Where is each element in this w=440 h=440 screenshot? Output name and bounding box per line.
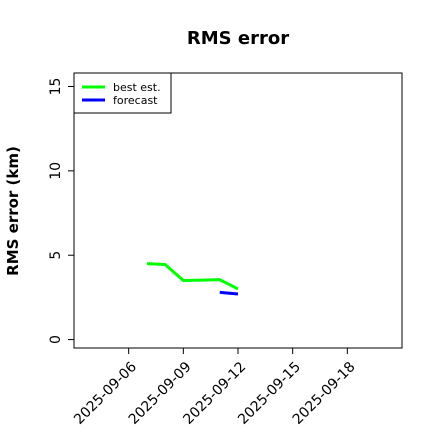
plot-area <box>73 72 403 349</box>
chart-title: RMS error <box>187 28 289 49</box>
y-tick-label: 0 <box>48 335 64 344</box>
series-layer <box>146 262 239 296</box>
y-tick-label: 10 <box>48 162 64 180</box>
legend: best est.forecast <box>73 72 172 114</box>
legend-box <box>73 72 172 114</box>
y-tick-label: 5 <box>48 251 64 260</box>
x-axis: 2025-09-062025-09-092025-09-122025-09-15… <box>71 348 359 428</box>
y-axis-label: RMS error (km) <box>4 146 22 276</box>
legend-label: forecast <box>113 94 158 107</box>
legend-label: best est. <box>113 81 161 94</box>
y-tick-label: 15 <box>48 78 64 96</box>
y-axis: 0 5 10 15 <box>48 78 74 344</box>
series-line-best-est <box>146 262 239 291</box>
series-line-forecast <box>219 290 239 296</box>
